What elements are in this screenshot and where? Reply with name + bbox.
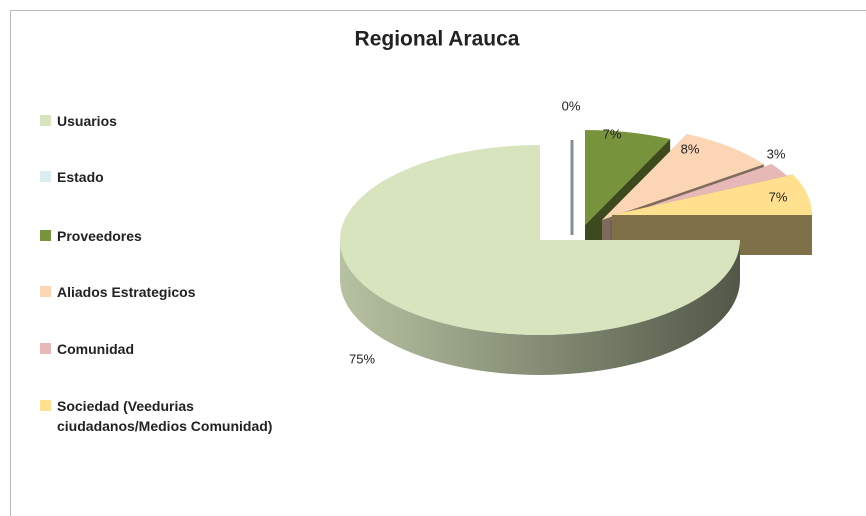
legend-item: Aliados Estrategicos — [40, 282, 320, 302]
legend-label: Estado — [57, 169, 104, 185]
slice-top — [612, 174, 812, 215]
data-label: 7% — [769, 189, 788, 204]
slice-top — [340, 145, 740, 335]
slice-top — [585, 130, 671, 225]
data-label: 0% — [562, 98, 581, 113]
legend-label: Usuarios — [57, 113, 117, 129]
legend-swatch — [40, 286, 51, 297]
data-label: 75% — [349, 351, 375, 366]
legend-swatch — [40, 400, 51, 411]
chart-title: Regional Arauca — [355, 28, 520, 51]
legend-label: Comunidad — [57, 341, 134, 357]
data-label: 8% — [681, 141, 700, 156]
legend-swatch — [40, 115, 51, 126]
legend-item: Comunidad — [40, 339, 320, 359]
data-label: 3% — [767, 146, 786, 161]
legend-item: Sociedad (Veedurias ciudadanos/Medios Co… — [40, 396, 320, 436]
legend-label: Sociedad (Veedurias ciudadanos/Medios Co… — [57, 398, 273, 434]
legend-swatch — [40, 230, 51, 241]
slice-top — [602, 134, 764, 220]
pie-slice — [340, 145, 740, 375]
legend-label: Proveedores — [57, 228, 142, 244]
legend-item: Usuarios — [40, 111, 320, 131]
legend-item: Estado — [40, 167, 320, 187]
legend-swatch — [40, 171, 51, 182]
slice-wall — [340, 240, 740, 375]
legend-item: Proveedores — [40, 226, 320, 246]
legend-swatch — [40, 343, 51, 354]
data-label: 7% — [603, 126, 622, 141]
legend-label: Aliados Estrategicos — [57, 284, 196, 300]
